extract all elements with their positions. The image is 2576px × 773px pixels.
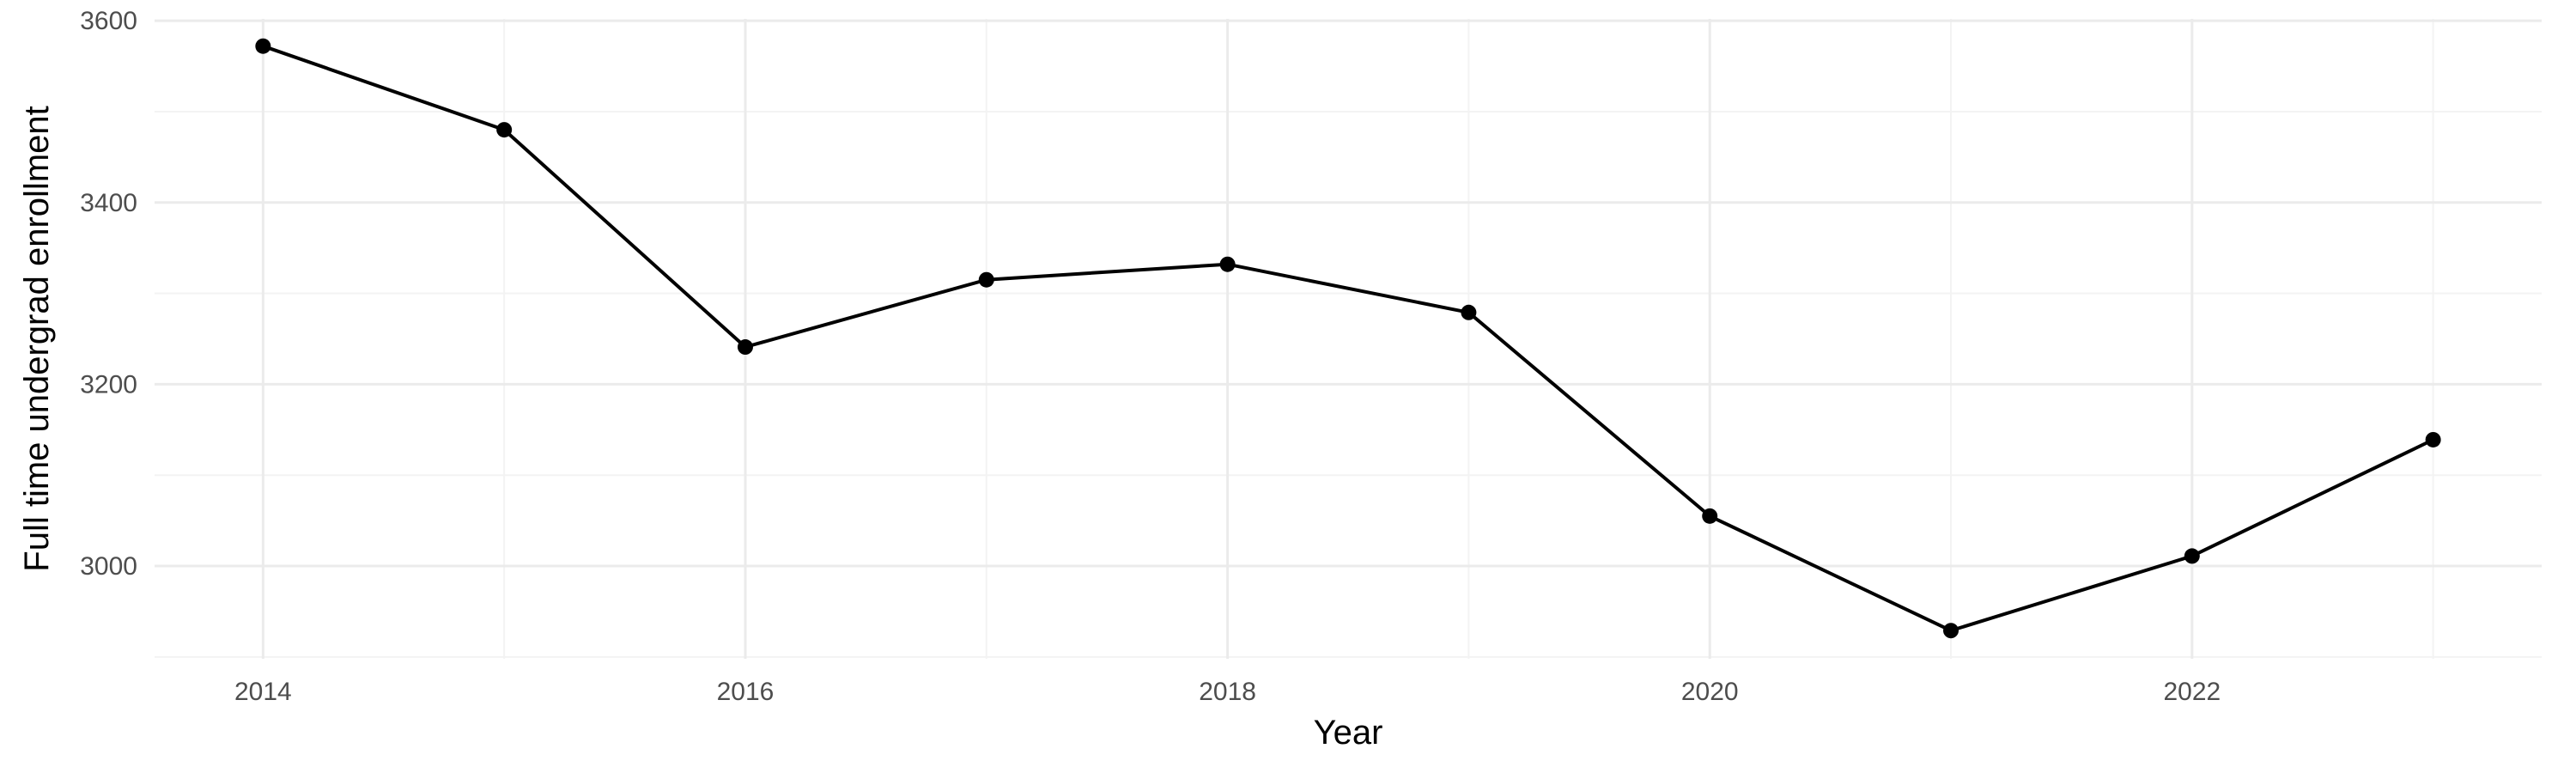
- x-tick-label: 2016: [717, 678, 775, 706]
- x-axis-title: Year: [1314, 714, 1383, 752]
- x-tick-label: 2018: [1199, 678, 1256, 706]
- data-point: [1702, 508, 1718, 524]
- data-point: [1461, 304, 1477, 320]
- y-axis-title: Full time undergrad enrollment: [18, 106, 56, 571]
- x-axis-ticks: 2014 2016 2018 2020 2022: [234, 678, 2221, 706]
- y-tick-label: 3600: [80, 7, 137, 35]
- series-line: [262, 44, 2434, 633]
- data-point: [255, 38, 271, 54]
- data-point: [1219, 256, 1236, 272]
- x-tick-label: 2022: [2163, 678, 2221, 706]
- x-tick-label: 2014: [234, 678, 292, 706]
- major-gridlines: [155, 19, 2542, 659]
- data-point: [1943, 623, 1959, 639]
- data-point: [496, 122, 513, 138]
- x-tick-label: 2020: [1681, 678, 1739, 706]
- data-point: [2425, 431, 2441, 447]
- y-tick-label: 3200: [80, 370, 137, 399]
- data-point: [2184, 548, 2200, 564]
- data-point: [737, 339, 753, 356]
- minor-gridlines: [155, 19, 2542, 659]
- y-tick-label: 3400: [80, 189, 137, 217]
- data-point: [978, 271, 994, 288]
- y-tick-label: 3000: [80, 552, 137, 581]
- series-layer: [255, 38, 2441, 639]
- y-axis-ticks: 3000 3200 3400 3600: [80, 7, 137, 581]
